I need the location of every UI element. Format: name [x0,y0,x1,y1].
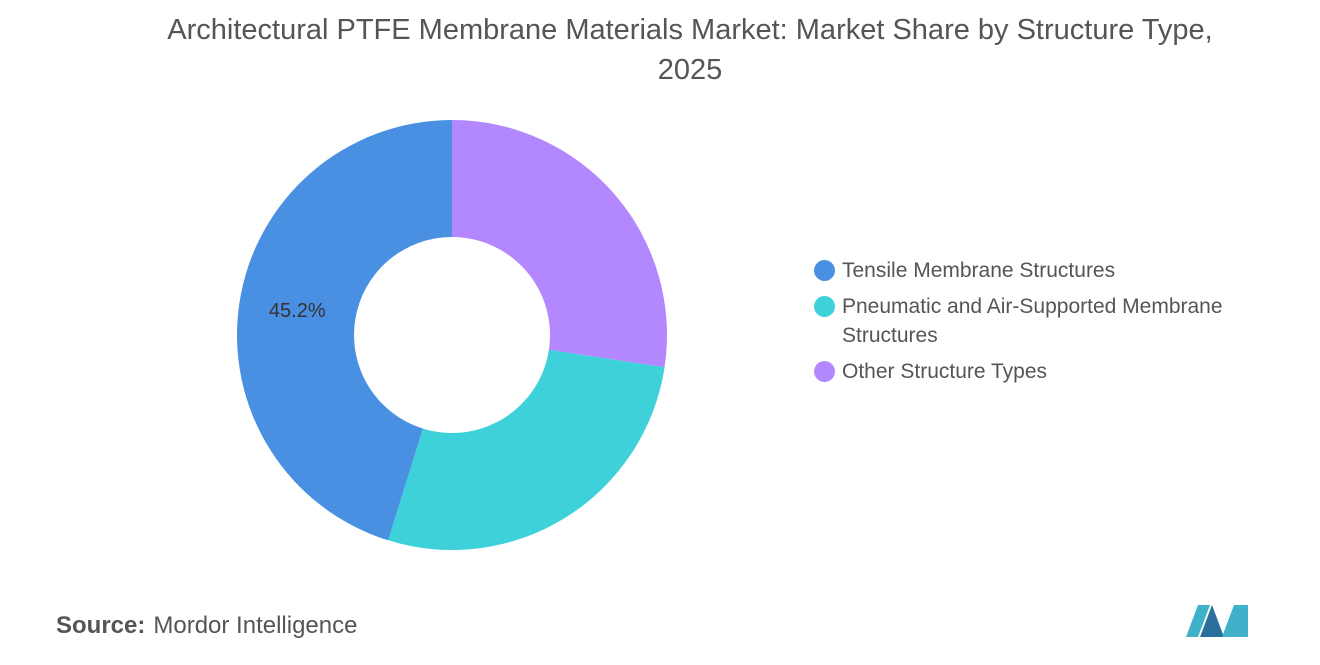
legend-item: Other Structure Types [814,357,1274,386]
source: Source: Mordor Intelligence [56,612,357,640]
legend-label: Tensile Membrane Structures [842,259,1116,282]
legend-label: Other Structure Types [842,360,1048,383]
logo [1186,605,1248,637]
legend-label: Pneumatic and Air-Supported Membrane Str… [842,295,1223,347]
donut-slice [452,120,667,368]
chart-title: Architectural PTFE Membrane Materials Ma… [167,14,1213,86]
source-name: Mordor Intelligence [153,612,358,639]
donut-slice [388,349,665,550]
data-label: 45.2% [269,300,326,322]
source-label: Source: [56,612,146,639]
legend-swatch [814,296,835,317]
legend-item: Pneumatic and Air-Supported Membrane Str… [814,292,1274,350]
legend: Tensile Membrane Structures Pneumatic and… [814,256,1274,393]
legend-item: Tensile Membrane Structures [814,256,1274,285]
donut-slice [237,120,452,541]
legend-swatch [814,260,835,281]
legend-swatch [814,361,835,382]
